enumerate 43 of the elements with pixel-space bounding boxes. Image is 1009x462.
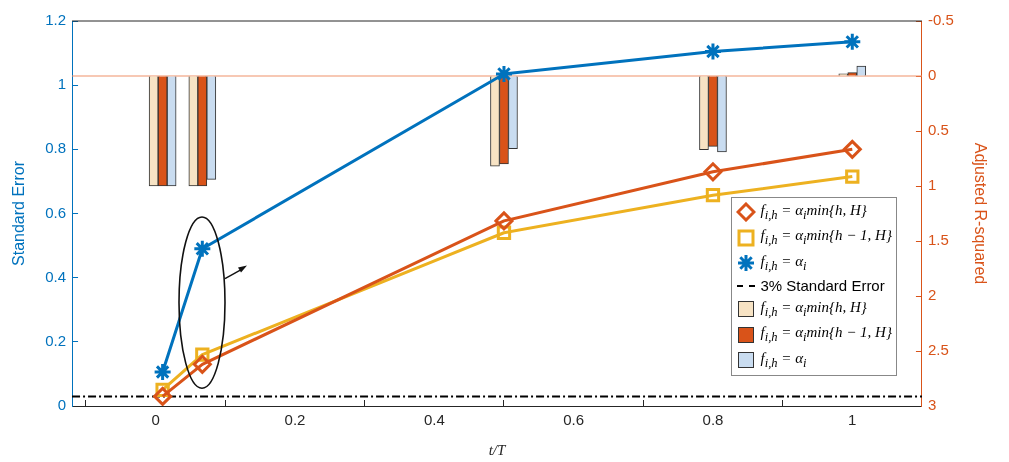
- x-tick-label: 0.4: [423, 411, 445, 429]
- legend-label: f$_{i,h}$ = α$_{i}$min{h, H}: [760, 297, 867, 321]
- point: [705, 188, 721, 203]
- point: [703, 41, 723, 61]
- y-tick-label: 1: [57, 75, 67, 93]
- legend-label: f$_{i,h}$ = α$_{i}$min{h, H}: [760, 200, 867, 224]
- point: [494, 64, 514, 84]
- legend-label: f$_{i,h}$ = α$_{i}$: [760, 348, 807, 372]
- legend-label: f$_{i,h}$ = α$_{i}$min{h − 1, H}: [760, 226, 892, 249]
- point: [845, 169, 860, 184]
- y2-tick-label: -0.5: [927, 11, 954, 29]
- x-tick-label: 0.6: [563, 411, 585, 429]
- y-tick-label: 0.8: [45, 139, 67, 157]
- y2-tick-label: 0.5: [927, 121, 949, 139]
- legend-label: 3% Standard Error: [760, 276, 885, 296]
- y2-tick-label: 1.5: [927, 231, 949, 249]
- point: [153, 386, 173, 406]
- y-axis-title: Standard Error: [10, 160, 28, 266]
- x-tick-label: 1: [848, 411, 857, 429]
- legend-label: f$_{i,h}$ = α$_{i}$min{h − 1, H}: [760, 323, 892, 346]
- y2-axis-title: Adjusted R-squared: [971, 142, 989, 285]
- point: [153, 362, 173, 382]
- legend-label: f$_{i,h}$ = α$_{i}$: [760, 251, 807, 275]
- point: [842, 139, 862, 159]
- y-tick-label: 0.6: [45, 203, 67, 221]
- y2-tick-label: 1: [927, 176, 937, 194]
- y-tick-label: 0: [57, 396, 67, 414]
- x-axis-title: t/T: [488, 441, 507, 458]
- y-tick-label: 0.2: [45, 331, 67, 349]
- y2-tick-label: 2.5: [927, 341, 949, 359]
- y2-tick-label: 3: [927, 396, 937, 414]
- point: [192, 354, 212, 374]
- point: [703, 162, 723, 182]
- y-tick-label: 1.2: [45, 11, 67, 29]
- y2-tick-label: 2: [927, 286, 937, 304]
- x-tick-label: 0.2: [284, 411, 306, 429]
- point: [494, 211, 514, 231]
- point: [192, 239, 212, 259]
- point: [842, 32, 862, 52]
- y-tick-label: 0.4: [45, 267, 67, 285]
- x-tick-label: 0.8: [702, 411, 724, 429]
- x-tick-label: 0: [151, 411, 160, 429]
- y2-tick-label: 0: [927, 66, 937, 84]
